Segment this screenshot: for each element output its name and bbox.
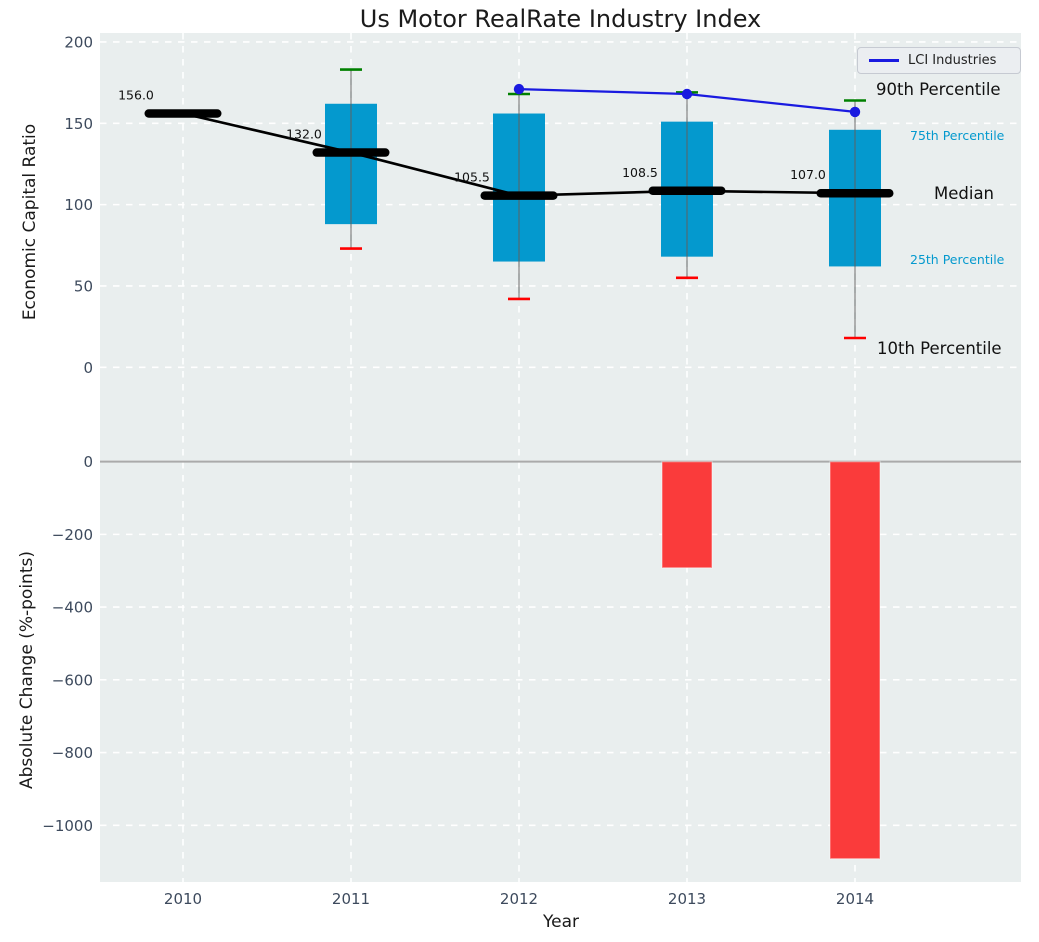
median-bar-2010 <box>144 109 222 118</box>
y-tick-label: −400 <box>52 599 93 617</box>
y-axis-label-bottom: Absolute Change (%-points) <box>17 551 37 789</box>
median-value-label: 132.0 <box>286 127 322 142</box>
x-tick-label: 2010 <box>164 890 202 908</box>
legend-line-sample <box>869 59 899 62</box>
plot-background <box>100 33 1021 882</box>
median-value-label: 156.0 <box>118 88 154 103</box>
change-bar-2013 <box>661 460 713 569</box>
lci-marker <box>849 106 861 118</box>
y-tick-label: 50 <box>74 277 93 295</box>
y-axis-label-top: Economic Capital Ratio <box>20 123 40 321</box>
x-tick-label: 2013 <box>668 890 706 908</box>
annotation-90th-percentile: 90th Percentile <box>876 80 1001 99</box>
lci-marker <box>681 88 693 100</box>
median-bar-2012 <box>480 191 558 200</box>
x-axis-label: Year <box>543 912 579 932</box>
x-tick-label: 2014 <box>836 890 874 908</box>
change-bar-2014 <box>829 460 881 860</box>
lci-marker <box>513 83 525 95</box>
legend-entry-label: LCI Industries <box>908 53 997 68</box>
legend: LCI Industries <box>857 47 1021 74</box>
annotation-10th-percentile: 10th Percentile <box>877 339 1002 358</box>
annotation-25th-percentile: 25th Percentile <box>910 252 1005 267</box>
annotation-median: Median <box>934 184 995 203</box>
x-tick-label: 2011 <box>332 890 370 908</box>
median-value-label: 107.0 <box>790 167 826 182</box>
y-tick-label: −1000 <box>42 817 93 835</box>
y-tick-label: 0 <box>83 359 93 377</box>
y-tick-label: −200 <box>52 526 93 544</box>
y-tick-label: 100 <box>64 196 93 214</box>
annotation-75th-percentile: 75th Percentile <box>910 128 1005 143</box>
chart-title: Us Motor RealRate Industry Index <box>359 5 762 33</box>
y-tick-label: −800 <box>52 744 93 762</box>
median-value-label: 108.5 <box>622 165 658 180</box>
median-bar-2014 <box>816 188 894 198</box>
y-tick-label: 150 <box>64 115 93 133</box>
median-bar-2011 <box>312 148 390 157</box>
y-tick-label: 200 <box>64 33 93 51</box>
x-tick-label: 2012 <box>500 890 538 908</box>
median-value-label: 105.5 <box>454 170 490 185</box>
y-tick-label: −600 <box>52 671 93 689</box>
median-bar-2013 <box>648 186 726 196</box>
y-tick-label: 0 <box>83 453 93 471</box>
